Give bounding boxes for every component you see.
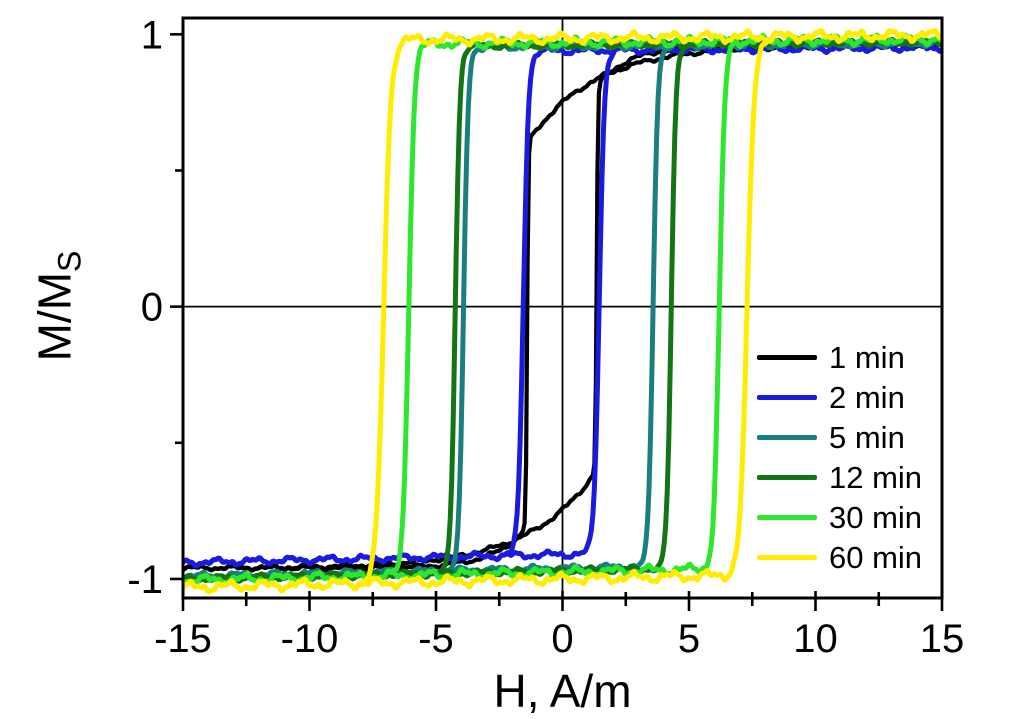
x-tick-label: 10	[793, 617, 838, 661]
y-tick-label: 1	[141, 13, 163, 57]
legend: 1 min 2 min 5 min 12 min 30 min 60 min	[757, 337, 922, 577]
legend-item-5-min: 5 min	[757, 417, 922, 457]
legend-label: 2 min	[829, 379, 905, 415]
legend-line-swatch	[757, 434, 817, 440]
curves-group	[183, 28, 942, 595]
legend-label: 5 min	[829, 419, 905, 455]
legend-label: 30 min	[829, 499, 923, 535]
y-axis-title-subscript: S	[51, 250, 88, 272]
x-tick-label: 15	[920, 617, 965, 661]
legend-item-12-min: 12 min	[757, 457, 922, 497]
x-tick-label: 0	[551, 617, 573, 661]
y-axis-title-text: M/M	[28, 271, 81, 362]
x-tick-label: -10	[281, 617, 339, 661]
series-curve-30-min-desc	[183, 32, 942, 588]
legend-item-30-min: 30 min	[757, 497, 922, 537]
legend-item-2-min: 2 min	[757, 377, 922, 417]
y-axis-title: M/MS	[27, 251, 88, 362]
legend-line-swatch	[757, 354, 817, 360]
x-tick-label: -15	[154, 617, 212, 661]
legend-line-swatch	[757, 514, 817, 520]
x-tick-label: -5	[418, 617, 454, 661]
legend-label: 1 min	[829, 339, 905, 375]
legend-item-60-min: 60 min	[757, 537, 922, 577]
legend-label: 12 min	[829, 459, 923, 495]
x-tick-label: 5	[678, 617, 700, 661]
legend-line-swatch	[757, 554, 817, 560]
legend-line-swatch	[757, 394, 817, 400]
legend-label: 60 min	[829, 539, 923, 575]
legend-line-swatch	[757, 474, 817, 480]
series-curve-60-min-desc	[183, 28, 942, 595]
y-tick-label: 0	[141, 286, 163, 330]
x-axis-title: H, A/m	[493, 665, 632, 717]
legend-item-1-min: 1 min	[757, 337, 922, 377]
y-tick-label: -1	[127, 558, 163, 602]
